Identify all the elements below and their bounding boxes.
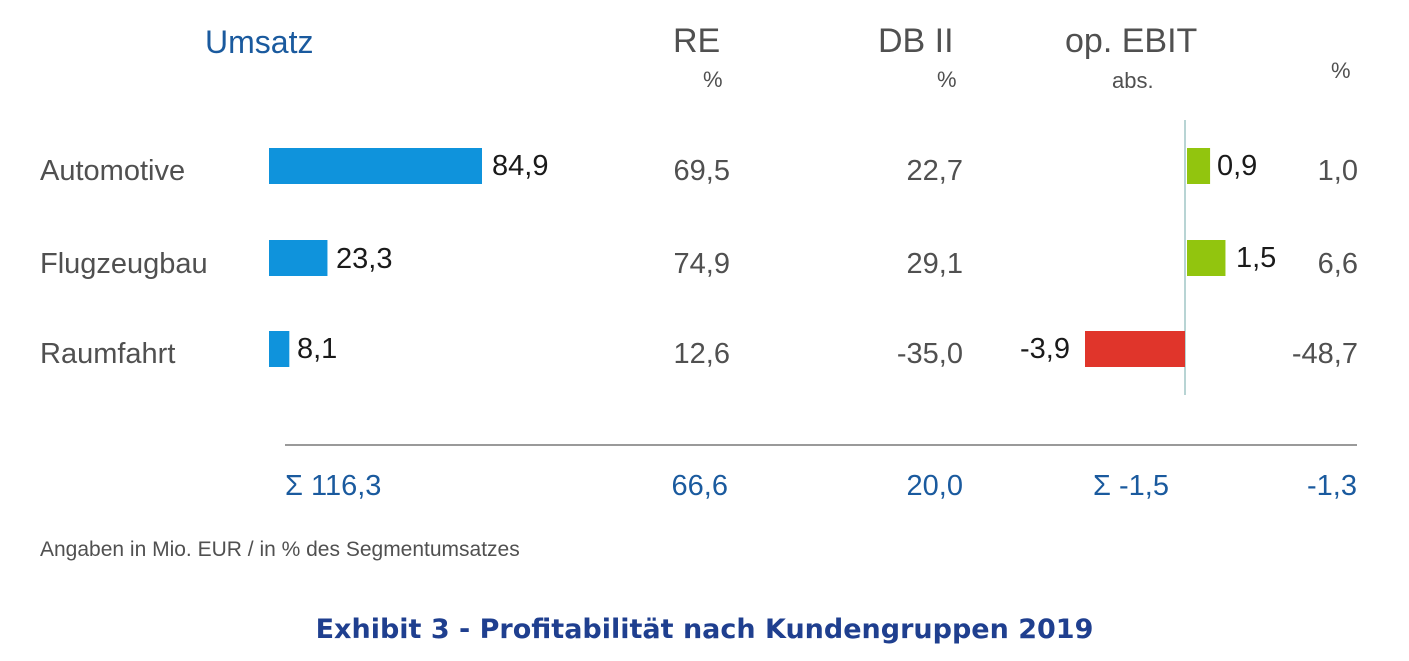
total-ebit-abs: Σ -1,5 — [1093, 470, 1169, 502]
header-re: RE — [673, 22, 721, 60]
row-label-flugzeugbau: Flugzeugbau — [40, 248, 208, 280]
header-db: DB II — [878, 22, 954, 60]
total-ebit-pct: -1,3 — [1307, 470, 1357, 502]
header-re-unit: % — [703, 67, 723, 92]
header-ebit-pct: % — [1331, 58, 1351, 83]
header-db-unit: % — [937, 67, 957, 92]
umsatz-label-automotive: 84,9 — [492, 150, 549, 182]
total-db: 20,0 — [906, 470, 963, 502]
ebit-abs-label-automotive: 0,9 — [1217, 150, 1258, 182]
chart-caption: Exhibit 3 - Profitabilität nach Kundengr… — [315, 614, 1094, 645]
row-label-raumfahrt: Raumfahrt — [40, 338, 176, 370]
ebit-pct-flugzeugbau: 6,6 — [1317, 248, 1358, 280]
footnote: Angaben in Mio. EUR / in % des Segmentum… — [40, 538, 520, 561]
umsatz-bar-raumfahrt — [269, 331, 290, 367]
db-value-automotive: 22,7 — [906, 155, 963, 187]
header-ebit-abs: abs. — [1112, 68, 1154, 93]
ebit-pct-raumfahrt: -48,7 — [1291, 338, 1358, 370]
re-value-automotive: 69,5 — [673, 155, 730, 187]
re-value-raumfahrt: 12,6 — [673, 338, 730, 370]
umsatz-bar-automotive — [269, 148, 482, 184]
total-umsatz: Σ 116,3 — [285, 470, 382, 502]
ebit-bar-automotive — [1187, 148, 1211, 184]
umsatz-label-raumfahrt: 8,1 — [297, 333, 338, 365]
ebit-pct-automotive: 1,0 — [1317, 155, 1358, 187]
header-umsatz: Umsatz — [205, 24, 314, 60]
umsatz-bar-flugzeugbau — [269, 240, 328, 276]
db-value-raumfahrt: -35,0 — [896, 338, 963, 370]
umsatz-label-flugzeugbau: 23,3 — [336, 243, 393, 275]
total-re: 66,6 — [671, 470, 728, 502]
ebit-bar-flugzeugbau — [1187, 240, 1226, 276]
db-value-flugzeugbau: 29,1 — [906, 248, 963, 280]
re-value-flugzeugbau: 74,9 — [673, 248, 730, 280]
ebit-abs-label-raumfahrt: -3,9 — [1020, 333, 1070, 365]
ebit-abs-label-flugzeugbau: 1,5 — [1236, 242, 1277, 274]
ebit-bar-raumfahrt — [1085, 331, 1185, 367]
row-label-automotive: Automotive — [40, 155, 186, 187]
header-ebit: op. EBIT — [1065, 22, 1198, 60]
